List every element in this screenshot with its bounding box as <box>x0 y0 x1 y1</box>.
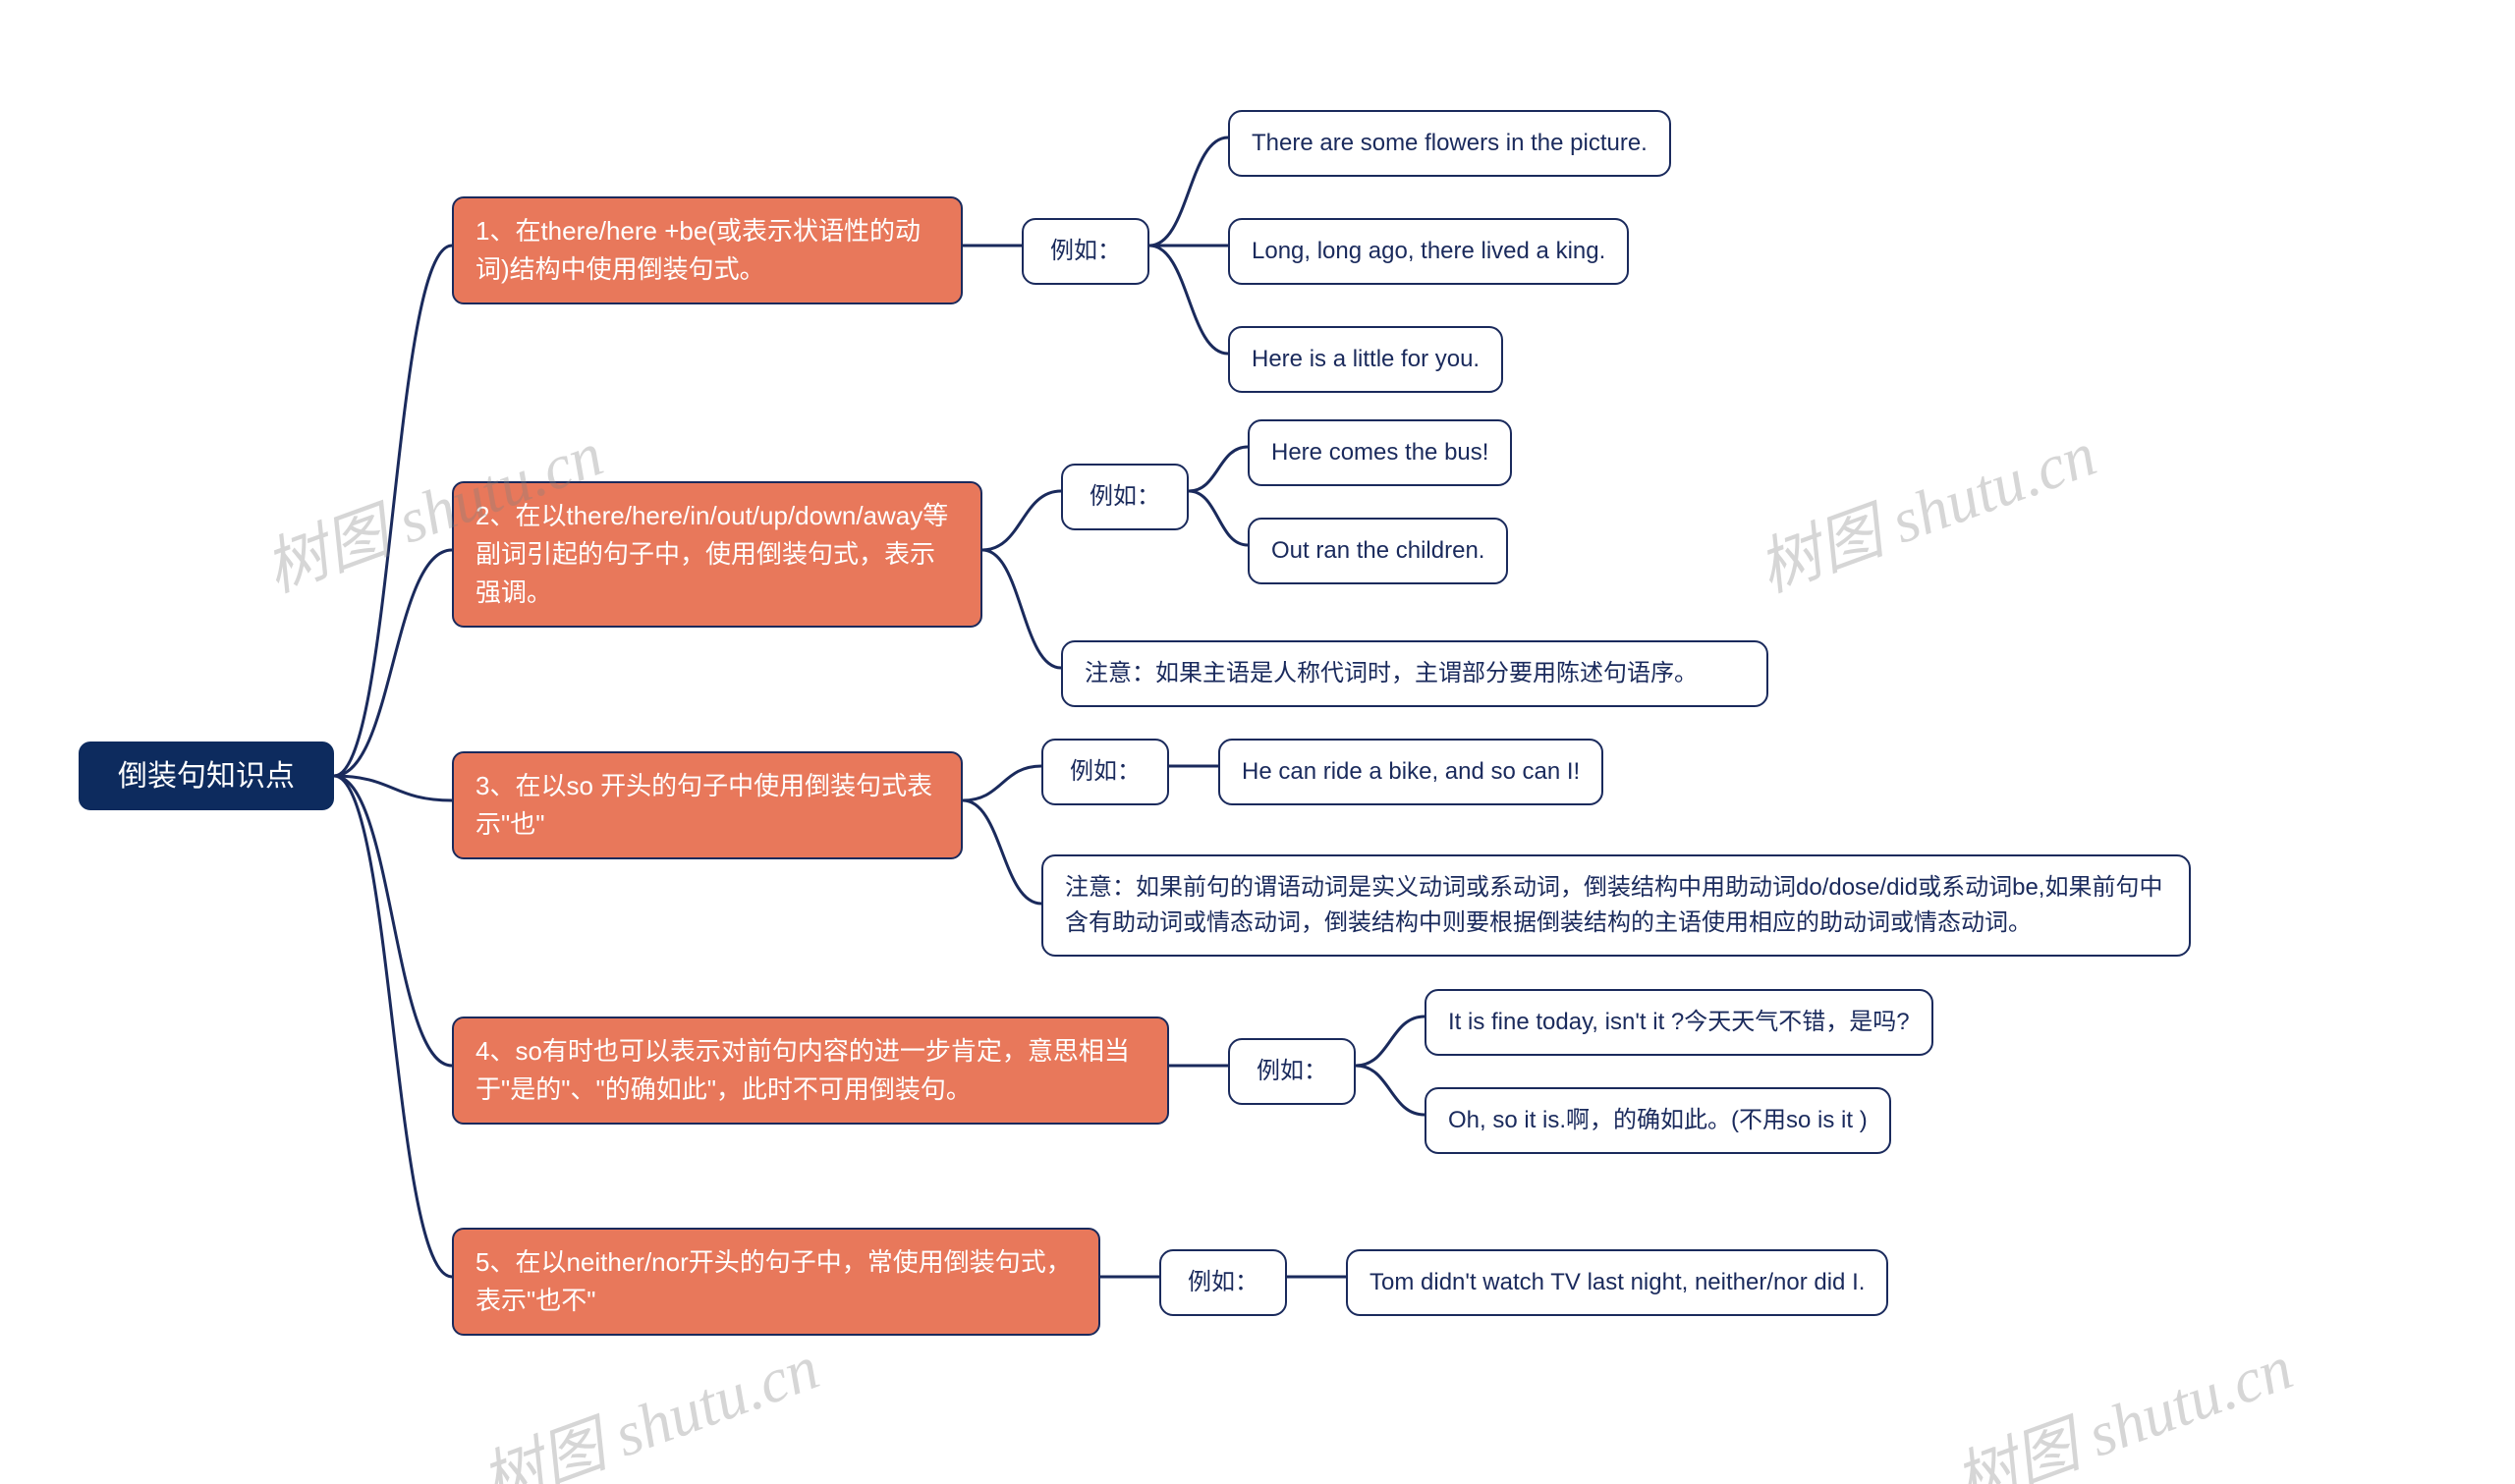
branch-4-ex-label: 例如： <box>1257 1054 1327 1089</box>
branch-1-leaf-2-label: Long, long ago, there lived a king. <box>1252 234 1605 269</box>
branch-1-leaf-3: Here is a little for you. <box>1228 326 1503 393</box>
branch-1-ex-label: 例如： <box>1050 234 1121 269</box>
branch-2-label: 2、在以there/here/in/out/up/down/away等副词引起的… <box>475 497 959 612</box>
branch-2-leaf-2-label: Out ran the children. <box>1271 533 1484 569</box>
branch-3-ex-label: 例如： <box>1070 754 1141 790</box>
branch-3-label: 3、在以so 开头的句子中使用倒装句式表示"也" <box>475 767 939 844</box>
watermark-3: 树图 shutu.cn <box>467 1317 829 1484</box>
branch-5-leaf-1: Tom didn't watch TV last night, neither/… <box>1346 1249 1888 1316</box>
branch-1-leaf-1-label: There are some flowers in the picture. <box>1252 126 1648 161</box>
branch-5-leaf-1-label: Tom didn't watch TV last night, neither/… <box>1369 1265 1865 1300</box>
branch-1-leaf-2: Long, long ago, there lived a king. <box>1228 218 1629 285</box>
branch-3: 3、在以so 开头的句子中使用倒装句式表示"也" <box>452 751 963 859</box>
branch-1-leaf-3-label: Here is a little for you. <box>1252 342 1480 377</box>
branch-5-ex: 例如： <box>1159 1249 1287 1316</box>
branch-2-ex-label: 例如： <box>1090 479 1160 515</box>
branch-2-note: 注意：如果主语是人称代词时，主谓部分要用陈述句语序。 <box>1061 640 1768 707</box>
branch-4-leaf-1: It is fine today, isn't it ?今天天气不错，是吗? <box>1425 989 1933 1056</box>
branch-2-ex: 例如： <box>1061 464 1189 530</box>
branch-4-leaf-1-label: It is fine today, isn't it ?今天天气不错，是吗? <box>1448 1005 1910 1040</box>
branch-1-label: 1、在there/here +be(或表示状语性的动词)结构中使用倒装句式。 <box>475 212 939 289</box>
branch-5-ex-label: 例如： <box>1188 1265 1258 1300</box>
root-node: 倒装句知识点 <box>79 742 334 810</box>
branch-3-leaf-1: He can ride a bike, and so can I! <box>1218 739 1603 805</box>
branch-1: 1、在there/here +be(或表示状语性的动词)结构中使用倒装句式。 <box>452 196 963 304</box>
branch-5-label: 5、在以neither/nor开头的句子中，常使用倒装句式，表示"也不" <box>475 1243 1077 1320</box>
branch-4-label: 4、so有时也可以表示对前句内容的进一步肯定，意思相当于"是的"、"的确如此"，… <box>475 1032 1146 1109</box>
branch-3-ex: 例如： <box>1041 739 1169 805</box>
watermark-2: 树图 shutu.cn <box>1744 404 2106 609</box>
branch-2-leaf-2: Out ran the children. <box>1248 518 1508 584</box>
root-label: 倒装句知识点 <box>118 754 295 798</box>
branch-4-leaf-2-label: Oh, so it is.啊，的确如此。(不用so is it ) <box>1448 1103 1868 1138</box>
branch-2-note-label: 注意：如果主语是人称代词时，主谓部分要用陈述句语序。 <box>1085 656 1698 691</box>
watermark-4: 树图 shutu.cn <box>1940 1317 2303 1484</box>
branch-2-leaf-1-label: Here comes the bus! <box>1271 435 1488 470</box>
branch-4-leaf-2: Oh, so it is.啊，的确如此。(不用so is it ) <box>1425 1087 1891 1154</box>
branch-4-ex: 例如： <box>1228 1038 1356 1105</box>
branch-1-leaf-1: There are some flowers in the picture. <box>1228 110 1671 177</box>
branch-5: 5、在以neither/nor开头的句子中，常使用倒装句式，表示"也不" <box>452 1228 1100 1336</box>
branch-1-ex: 例如： <box>1022 218 1149 285</box>
branch-3-leaf-1-label: He can ride a bike, and so can I! <box>1242 754 1580 790</box>
branch-2-leaf-1: Here comes the bus! <box>1248 419 1512 486</box>
branch-4: 4、so有时也可以表示对前句内容的进一步肯定，意思相当于"是的"、"的确如此"，… <box>452 1017 1169 1125</box>
branch-3-note: 注意：如果前句的谓语动词是实义动词或系动词，倒装结构中用助动词do/dose/d… <box>1041 854 2191 957</box>
branch-2: 2、在以there/here/in/out/up/down/away等副词引起的… <box>452 481 982 628</box>
branch-3-note-label: 注意：如果前句的谓语动词是实义动词或系动词，倒装结构中用助动词do/dose/d… <box>1065 870 2167 941</box>
